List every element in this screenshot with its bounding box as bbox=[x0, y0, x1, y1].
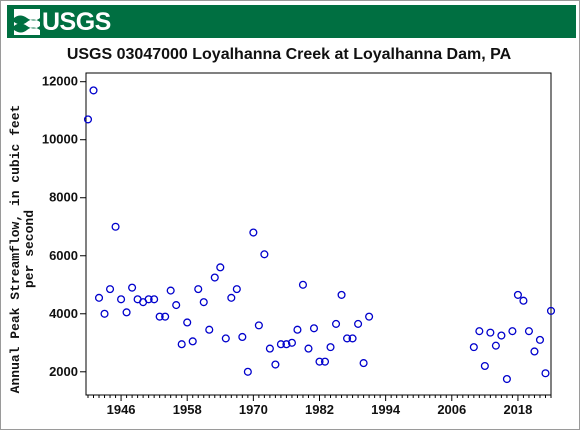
data-point bbox=[348, 334, 357, 343]
data-point bbox=[508, 327, 517, 336]
data-point bbox=[166, 286, 175, 295]
data-point bbox=[304, 344, 313, 353]
data-point bbox=[243, 367, 252, 376]
usgs-logo-text: USGS bbox=[42, 8, 111, 36]
data-point bbox=[221, 334, 230, 343]
data-point bbox=[254, 321, 263, 330]
data-point bbox=[111, 222, 120, 231]
data-point bbox=[535, 335, 545, 344]
y-tick-label: 12000 bbox=[42, 74, 78, 89]
data-point bbox=[530, 347, 539, 356]
plot-area bbox=[85, 72, 552, 396]
x-axis: 1946 1958 1970 1982 1994 2006 2018 bbox=[87, 395, 552, 417]
y-axis: 2000 4000 6000 8000 10000 12000 bbox=[42, 74, 86, 379]
usgs-logo[interactable]: USGS bbox=[14, 8, 111, 36]
data-point bbox=[298, 280, 308, 289]
data-point bbox=[117, 295, 126, 304]
data-point bbox=[287, 338, 296, 347]
data-point bbox=[519, 296, 528, 305]
usgs-banner: USGS bbox=[7, 5, 576, 38]
data-point bbox=[150, 295, 159, 304]
data-point bbox=[282, 340, 291, 349]
x-tick-label: 2006 bbox=[437, 402, 466, 417]
data-point bbox=[128, 283, 137, 292]
data-point bbox=[105, 285, 115, 294]
y-axis-label-line-1: Annual Peak Streamflow, in cubic feet bbox=[8, 105, 23, 394]
data-point bbox=[354, 319, 363, 328]
data-point bbox=[94, 293, 104, 302]
data-points bbox=[83, 86, 556, 384]
data-point bbox=[491, 341, 500, 350]
data-point bbox=[188, 337, 197, 346]
data-point bbox=[265, 344, 274, 353]
data-point bbox=[343, 334, 352, 343]
data-point bbox=[359, 359, 368, 368]
data-point bbox=[100, 309, 109, 318]
data-point bbox=[183, 318, 192, 327]
y-tick-label: 8000 bbox=[49, 190, 78, 205]
data-point bbox=[497, 331, 506, 340]
data-point bbox=[502, 374, 511, 384]
y-tick-label: 6000 bbox=[49, 248, 78, 263]
data-point bbox=[469, 343, 478, 352]
chart-title: USGS 03047000 Loyalhanna Creek at Loyalh… bbox=[67, 46, 512, 63]
data-point bbox=[249, 228, 258, 237]
data-point bbox=[337, 290, 346, 299]
data-point bbox=[232, 285, 241, 294]
x-tick-label: 1994 bbox=[371, 402, 401, 417]
data-point bbox=[144, 295, 153, 304]
data-point bbox=[260, 250, 269, 259]
data-point bbox=[238, 332, 247, 342]
data-point bbox=[216, 263, 225, 272]
data-point bbox=[122, 308, 131, 317]
data-point bbox=[546, 306, 556, 315]
y-tick-label: 4000 bbox=[49, 306, 78, 321]
y-axis-label: Annual Peak Streamflow, in cubic feet pe… bbox=[8, 105, 37, 394]
data-point bbox=[475, 327, 484, 336]
data-point bbox=[309, 324, 319, 333]
data-point bbox=[276, 340, 285, 349]
data-point bbox=[227, 293, 236, 302]
data-point bbox=[365, 312, 374, 321]
data-point bbox=[513, 290, 522, 299]
data-point bbox=[271, 360, 280, 369]
data-point bbox=[320, 357, 330, 366]
data-point bbox=[199, 298, 208, 307]
x-tick-label: 2018 bbox=[503, 402, 532, 417]
data-point bbox=[315, 357, 324, 366]
x-tick-label: 1958 bbox=[173, 402, 202, 417]
x-tick-label: 1982 bbox=[305, 402, 334, 417]
data-point bbox=[486, 328, 495, 337]
data-point bbox=[83, 115, 93, 124]
data-point bbox=[161, 312, 170, 321]
data-point bbox=[89, 86, 98, 95]
data-point bbox=[293, 325, 302, 334]
x-tick-label: 1970 bbox=[239, 402, 268, 417]
data-point bbox=[210, 273, 219, 282]
data-point bbox=[326, 343, 335, 352]
y-tick-label: 10000 bbox=[42, 132, 78, 147]
data-point bbox=[155, 312, 164, 321]
y-tick-label: 2000 bbox=[49, 364, 78, 379]
x-tick-label: 1946 bbox=[107, 402, 136, 417]
data-point bbox=[177, 340, 186, 349]
data-point bbox=[331, 319, 341, 328]
data-point bbox=[172, 301, 181, 310]
data-point bbox=[524, 327, 534, 336]
y-axis-label-line-2: per second bbox=[22, 210, 37, 288]
data-point bbox=[205, 325, 214, 334]
data-point bbox=[194, 285, 203, 294]
data-point bbox=[541, 369, 550, 378]
usgs-wave-icon bbox=[14, 9, 40, 35]
data-point bbox=[480, 361, 489, 371]
